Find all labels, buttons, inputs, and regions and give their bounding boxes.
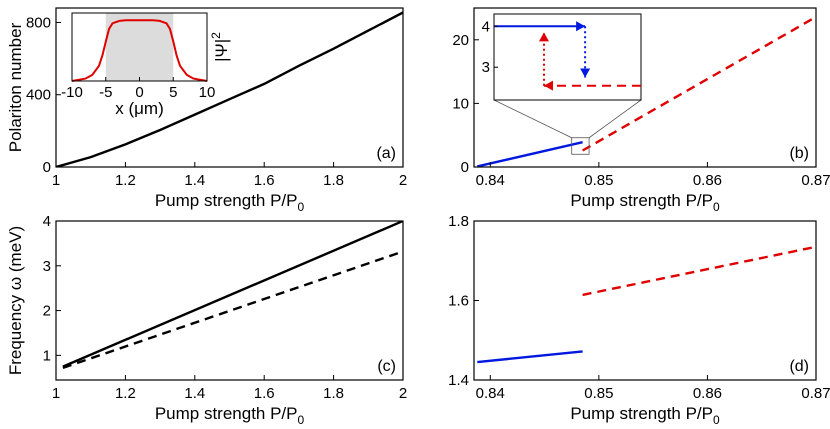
panel-a-xtick-label: 2 [399,172,407,189]
panel-a-xtick-label: 1 [52,172,60,189]
panel-c-ytick-label: 4 [43,213,51,230]
inset-a-ylabel-superscript: 2 [209,32,223,39]
inset-b-frame [493,13,642,101]
panel-a-panel-label: (a) [376,145,396,162]
panel-b-xlabel-subscript: 0 [713,200,720,214]
panel-b-xlabel-text: Pump strength P/P [570,191,713,210]
panel-d-ytick-label: 1.4 [448,372,469,389]
inset-a-series-0 [71,19,208,82]
panel-c-frame [55,220,404,381]
panel-b-xtick-label: 0.87 [801,172,830,189]
inset-b-arrowhead-down [580,68,591,78]
inset-a: -10 -5 0 5 10 x (μm) |Ψ|2 [61,12,231,118]
panel-b-ytick-label: 20 [452,32,469,49]
panel-a-xtick-label: 1.6 [254,172,275,189]
zoom-connector-left [493,99,572,139]
panel-b-ytick-label: 10 [452,95,469,112]
panel-a-xlabel-subscript: 0 [298,200,305,214]
panel-b-series-0 [477,141,583,167]
inset-b-arrowhead-left [543,80,553,91]
zoom-connector-right [588,99,642,139]
inset-b-arrowhead-up [538,32,549,42]
inset-a-xtick-label: 5 [169,84,177,101]
panel-a-ytick-label: 0 [43,159,51,176]
panel-a-ytick-label: 800 [26,14,51,31]
panel-c-xtick-label: 2 [399,385,407,402]
panel-b-frame [473,7,817,168]
panel-c-xlabel-subscript: 0 [298,413,305,427]
panel-a-xtick-label: 1.4 [184,172,205,189]
panel-d-ytick-label: 1.6 [448,293,469,310]
panel-d-xlabel-subscript: 0 [713,413,720,427]
panel-b-xlabel: Pump strength P/P0 [570,191,720,214]
panel-c-xtick-label: 1.6 [254,385,275,402]
panel-b-xtick-label: 0.84 [476,172,505,189]
inset-b: 34 [482,13,642,155]
panel-a-xtick-label: 1.2 [115,172,136,189]
panel-d-panel-label: (d) [789,358,809,375]
panel-a-ytick-label: 400 [26,87,51,104]
inset-a-xlabel: x (μm) [115,99,164,118]
panel-c-xtick-label: 1.4 [184,385,205,402]
inset-a-shaded-region [105,13,174,81]
panel-c-ytick-label: 1 [43,347,51,364]
panel-d-xtick-label: 0.87 [801,385,830,402]
inset-a-ylabel: |Ψ|2 [209,32,231,62]
panel-c: 1 1.2 1.4 1.6 1.8 2 1 2 3 4 Pump strength P/P0 Freq… [6,213,407,427]
panel-d-xtick-label: 0.84 [476,385,505,402]
panel-d-xtick-label: 0.85 [584,385,613,402]
panel-d-xlabel: Pump strength P/P0 [570,404,720,427]
panel-d-series-0 [477,350,583,364]
inset-a-xtick-label: -5 [99,84,112,101]
panel-c-xtick-label: 1.2 [115,385,136,402]
panel-a-frame [55,7,404,168]
panel-c-xtick-label: 1 [52,385,60,402]
panel-c-xtick-label: 1.8 [323,385,344,402]
panel-c-panel-label: (c) [377,358,396,375]
panel-b-xtick-label: 0.86 [693,172,722,189]
panel-b-ytick-label: 0 [461,159,469,176]
panel-c-ytick-label: 2 [43,303,51,320]
panel-a-xtick-label: 1.8 [323,172,344,189]
panel-b-panel-label: (b) [789,145,809,162]
inset-b-arrowhead-right [576,21,586,32]
panel-d-xtick-label: 0.86 [693,385,722,402]
inset-a-xtick-label: 0 [135,84,143,101]
panel-a-xlabel-text: Pump strength P/P [155,191,298,210]
panel-c-ytick-label: 3 [43,258,51,275]
panel-d-series-1 [582,245,816,297]
panel-d-xlabel-text: Pump strength P/P [570,404,713,423]
panel-c-series-1 [62,250,403,370]
panel-a-ylabel: Polariton number [6,22,25,152]
panel-c-series-0 [62,221,403,368]
inset-b-ytick-label: 4 [482,18,490,35]
panel-d: 0.84 0.85 0.86 0.87 1.4 1.6 1.8 Pump strength P… [448,213,830,427]
panel-c-ylabel: Frequency ω (meV) [6,226,25,375]
panel-b-xtick-label: 0.85 [584,172,613,189]
panel-c-plot-area [62,221,403,370]
panel-a-plot-area [56,11,403,167]
panel-a-series-0 [56,11,403,167]
inset-a-xtick-label: 10 [199,84,216,101]
zoom-box [571,137,590,155]
panel-d-plot-area [477,245,816,364]
panel-c-xlabel-text: Pump strength P/P [155,404,298,423]
panel-b-plot-area [477,15,816,167]
panel-a-xlabel: Pump strength P/P0 [155,191,305,214]
panel-c-xlabel: Pump strength P/P0 [155,404,305,427]
inset-a-xtick-label: -10 [61,84,83,101]
inset-a-ylabel-text: |Ψ| [212,39,231,62]
inset-b-ytick-label: 3 [482,59,490,76]
panel-d-ytick-label: 1.8 [448,213,469,230]
